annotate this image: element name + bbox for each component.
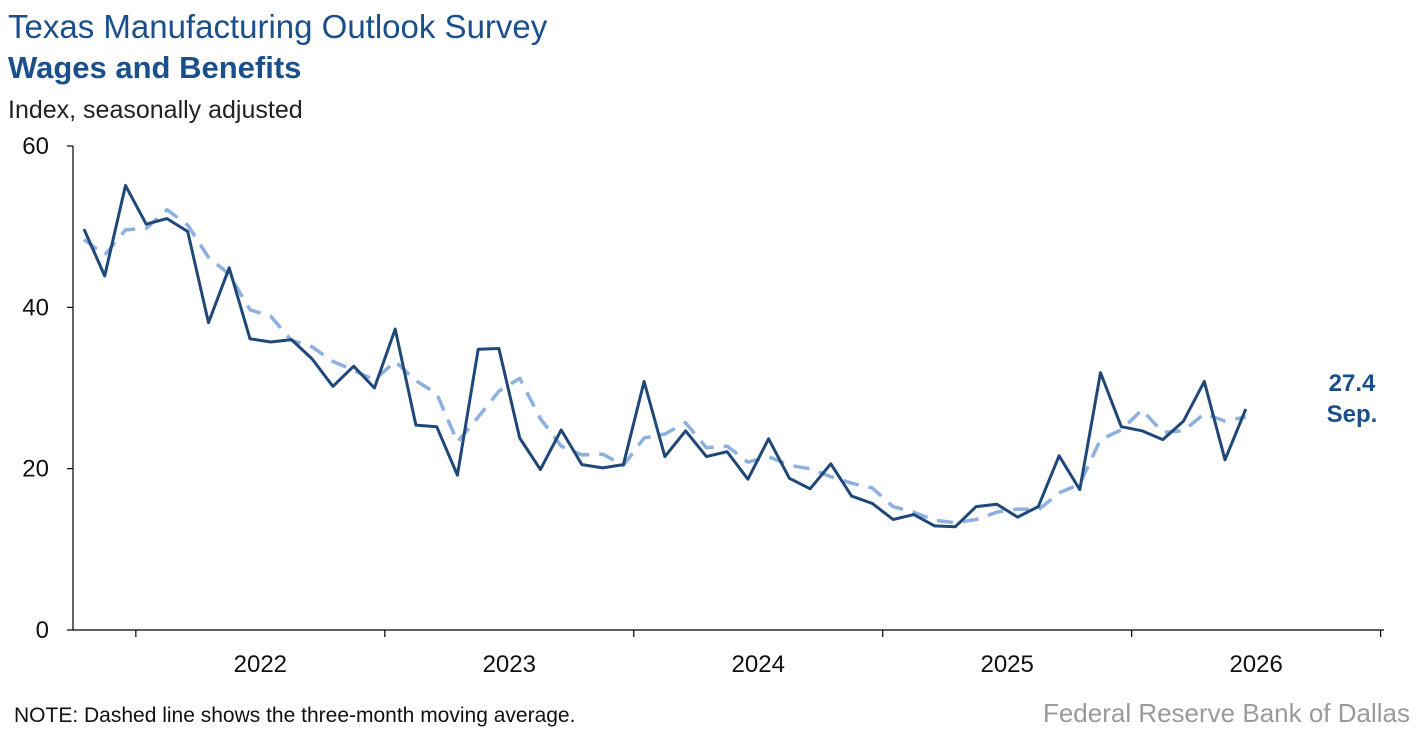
y-axis-label: Index, seasonally adjusted	[8, 96, 303, 124]
wages-benefits-line	[82, 184, 1248, 529]
chart-subtitle: Wages and Benefits	[8, 50, 302, 85]
latest-value-label: 27.4	[1329, 370, 1376, 397]
x-tick-label: 2022	[234, 651, 287, 678]
x-tick-label: 2026	[1229, 651, 1282, 678]
moving-average-line	[82, 207, 1247, 525]
chart-title: Texas Manufacturing Outlook Survey	[8, 8, 548, 45]
x-tick-label: 2023	[483, 651, 536, 678]
x-tick-label: 2025	[980, 651, 1033, 678]
y-tick-label: 20	[22, 456, 49, 483]
y-tick-label: 40	[22, 294, 49, 321]
latest-month-label: Sep.	[1327, 401, 1378, 428]
x-tick-label: 2024	[732, 651, 785, 678]
y-tick-label: 0	[36, 617, 49, 644]
y-tick-label: 60	[22, 133, 49, 160]
footnote: NOTE: Dashed line shows the three-month …	[14, 704, 576, 727]
source-credit: Federal Reserve Bank of Dallas	[1042, 698, 1410, 728]
